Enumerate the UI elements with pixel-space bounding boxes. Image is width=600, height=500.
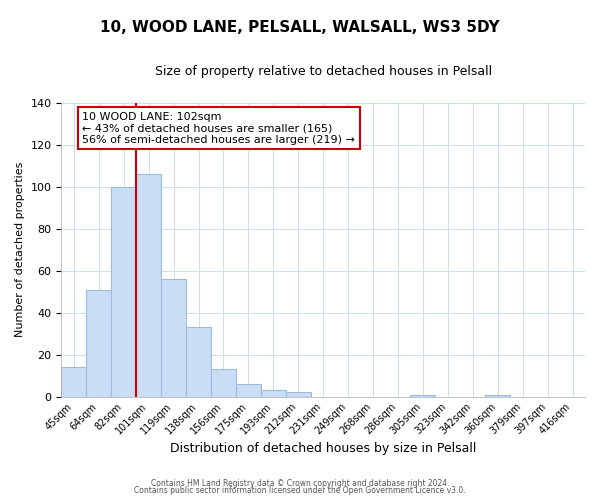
X-axis label: Distribution of detached houses by size in Pelsall: Distribution of detached houses by size … <box>170 442 476 455</box>
Bar <box>236 384 261 396</box>
Title: Size of property relative to detached houses in Pelsall: Size of property relative to detached ho… <box>155 65 492 78</box>
Text: Contains public sector information licensed under the Open Government Licence v3: Contains public sector information licen… <box>134 486 466 495</box>
Bar <box>211 370 236 396</box>
Bar <box>485 394 510 396</box>
Bar <box>286 392 311 396</box>
Bar <box>111 186 136 396</box>
Bar <box>61 368 86 396</box>
Text: Contains HM Land Registry data © Crown copyright and database right 2024.: Contains HM Land Registry data © Crown c… <box>151 478 449 488</box>
Bar <box>136 174 161 396</box>
Text: 10 WOOD LANE: 102sqm
← 43% of detached houses are smaller (165)
56% of semi-deta: 10 WOOD LANE: 102sqm ← 43% of detached h… <box>82 112 355 145</box>
Bar <box>161 279 186 396</box>
Bar <box>261 390 286 396</box>
Bar <box>410 394 436 396</box>
Y-axis label: Number of detached properties: Number of detached properties <box>15 162 25 338</box>
Bar <box>86 290 111 397</box>
Bar <box>186 328 211 396</box>
Text: 10, WOOD LANE, PELSALL, WALSALL, WS3 5DY: 10, WOOD LANE, PELSALL, WALSALL, WS3 5DY <box>100 20 500 35</box>
